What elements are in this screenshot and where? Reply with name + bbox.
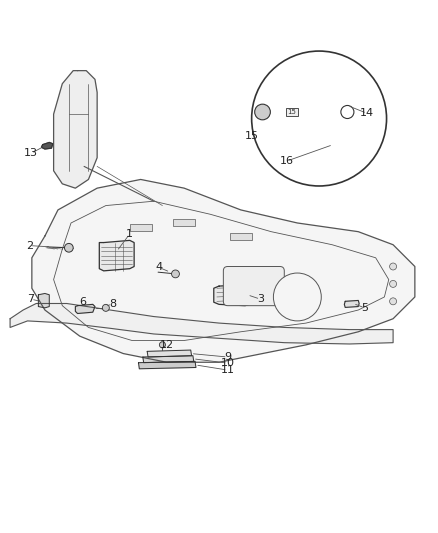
Text: 5: 5 bbox=[361, 303, 368, 313]
Circle shape bbox=[159, 342, 166, 348]
Polygon shape bbox=[138, 361, 196, 369]
Bar bbox=[173, 220, 195, 227]
Text: 11: 11 bbox=[221, 365, 235, 375]
Polygon shape bbox=[147, 350, 191, 357]
Text: 2: 2 bbox=[26, 240, 33, 251]
FancyBboxPatch shape bbox=[223, 266, 284, 305]
Circle shape bbox=[390, 298, 396, 305]
Bar bbox=[130, 224, 152, 231]
Polygon shape bbox=[214, 285, 252, 305]
Circle shape bbox=[254, 104, 270, 120]
Circle shape bbox=[252, 51, 387, 186]
Text: 1: 1 bbox=[126, 229, 133, 239]
Circle shape bbox=[273, 273, 321, 321]
Polygon shape bbox=[75, 304, 95, 313]
Text: 14: 14 bbox=[360, 108, 374, 118]
Polygon shape bbox=[39, 294, 49, 308]
Text: 16: 16 bbox=[279, 156, 293, 166]
Text: 9: 9 bbox=[224, 352, 231, 362]
Text: 8: 8 bbox=[109, 299, 116, 309]
Polygon shape bbox=[10, 303, 393, 344]
Text: 13: 13 bbox=[24, 148, 38, 158]
Polygon shape bbox=[99, 240, 134, 271]
Circle shape bbox=[102, 304, 110, 311]
Circle shape bbox=[390, 263, 396, 270]
Polygon shape bbox=[53, 71, 97, 188]
Bar bbox=[230, 232, 252, 239]
Text: 3: 3 bbox=[257, 294, 264, 304]
Polygon shape bbox=[42, 142, 53, 149]
Circle shape bbox=[64, 244, 73, 252]
FancyBboxPatch shape bbox=[286, 108, 298, 116]
Circle shape bbox=[172, 270, 180, 278]
Polygon shape bbox=[339, 86, 350, 130]
Polygon shape bbox=[32, 180, 415, 362]
Text: 10: 10 bbox=[221, 358, 235, 368]
Polygon shape bbox=[143, 356, 194, 362]
Polygon shape bbox=[344, 301, 359, 308]
Circle shape bbox=[390, 280, 396, 287]
Text: 15: 15 bbox=[287, 109, 296, 115]
Text: 7: 7 bbox=[28, 294, 35, 304]
Text: 12: 12 bbox=[160, 340, 174, 350]
Text: 6: 6 bbox=[80, 297, 87, 307]
Text: 15: 15 bbox=[245, 131, 259, 141]
Text: 4: 4 bbox=[155, 262, 162, 272]
